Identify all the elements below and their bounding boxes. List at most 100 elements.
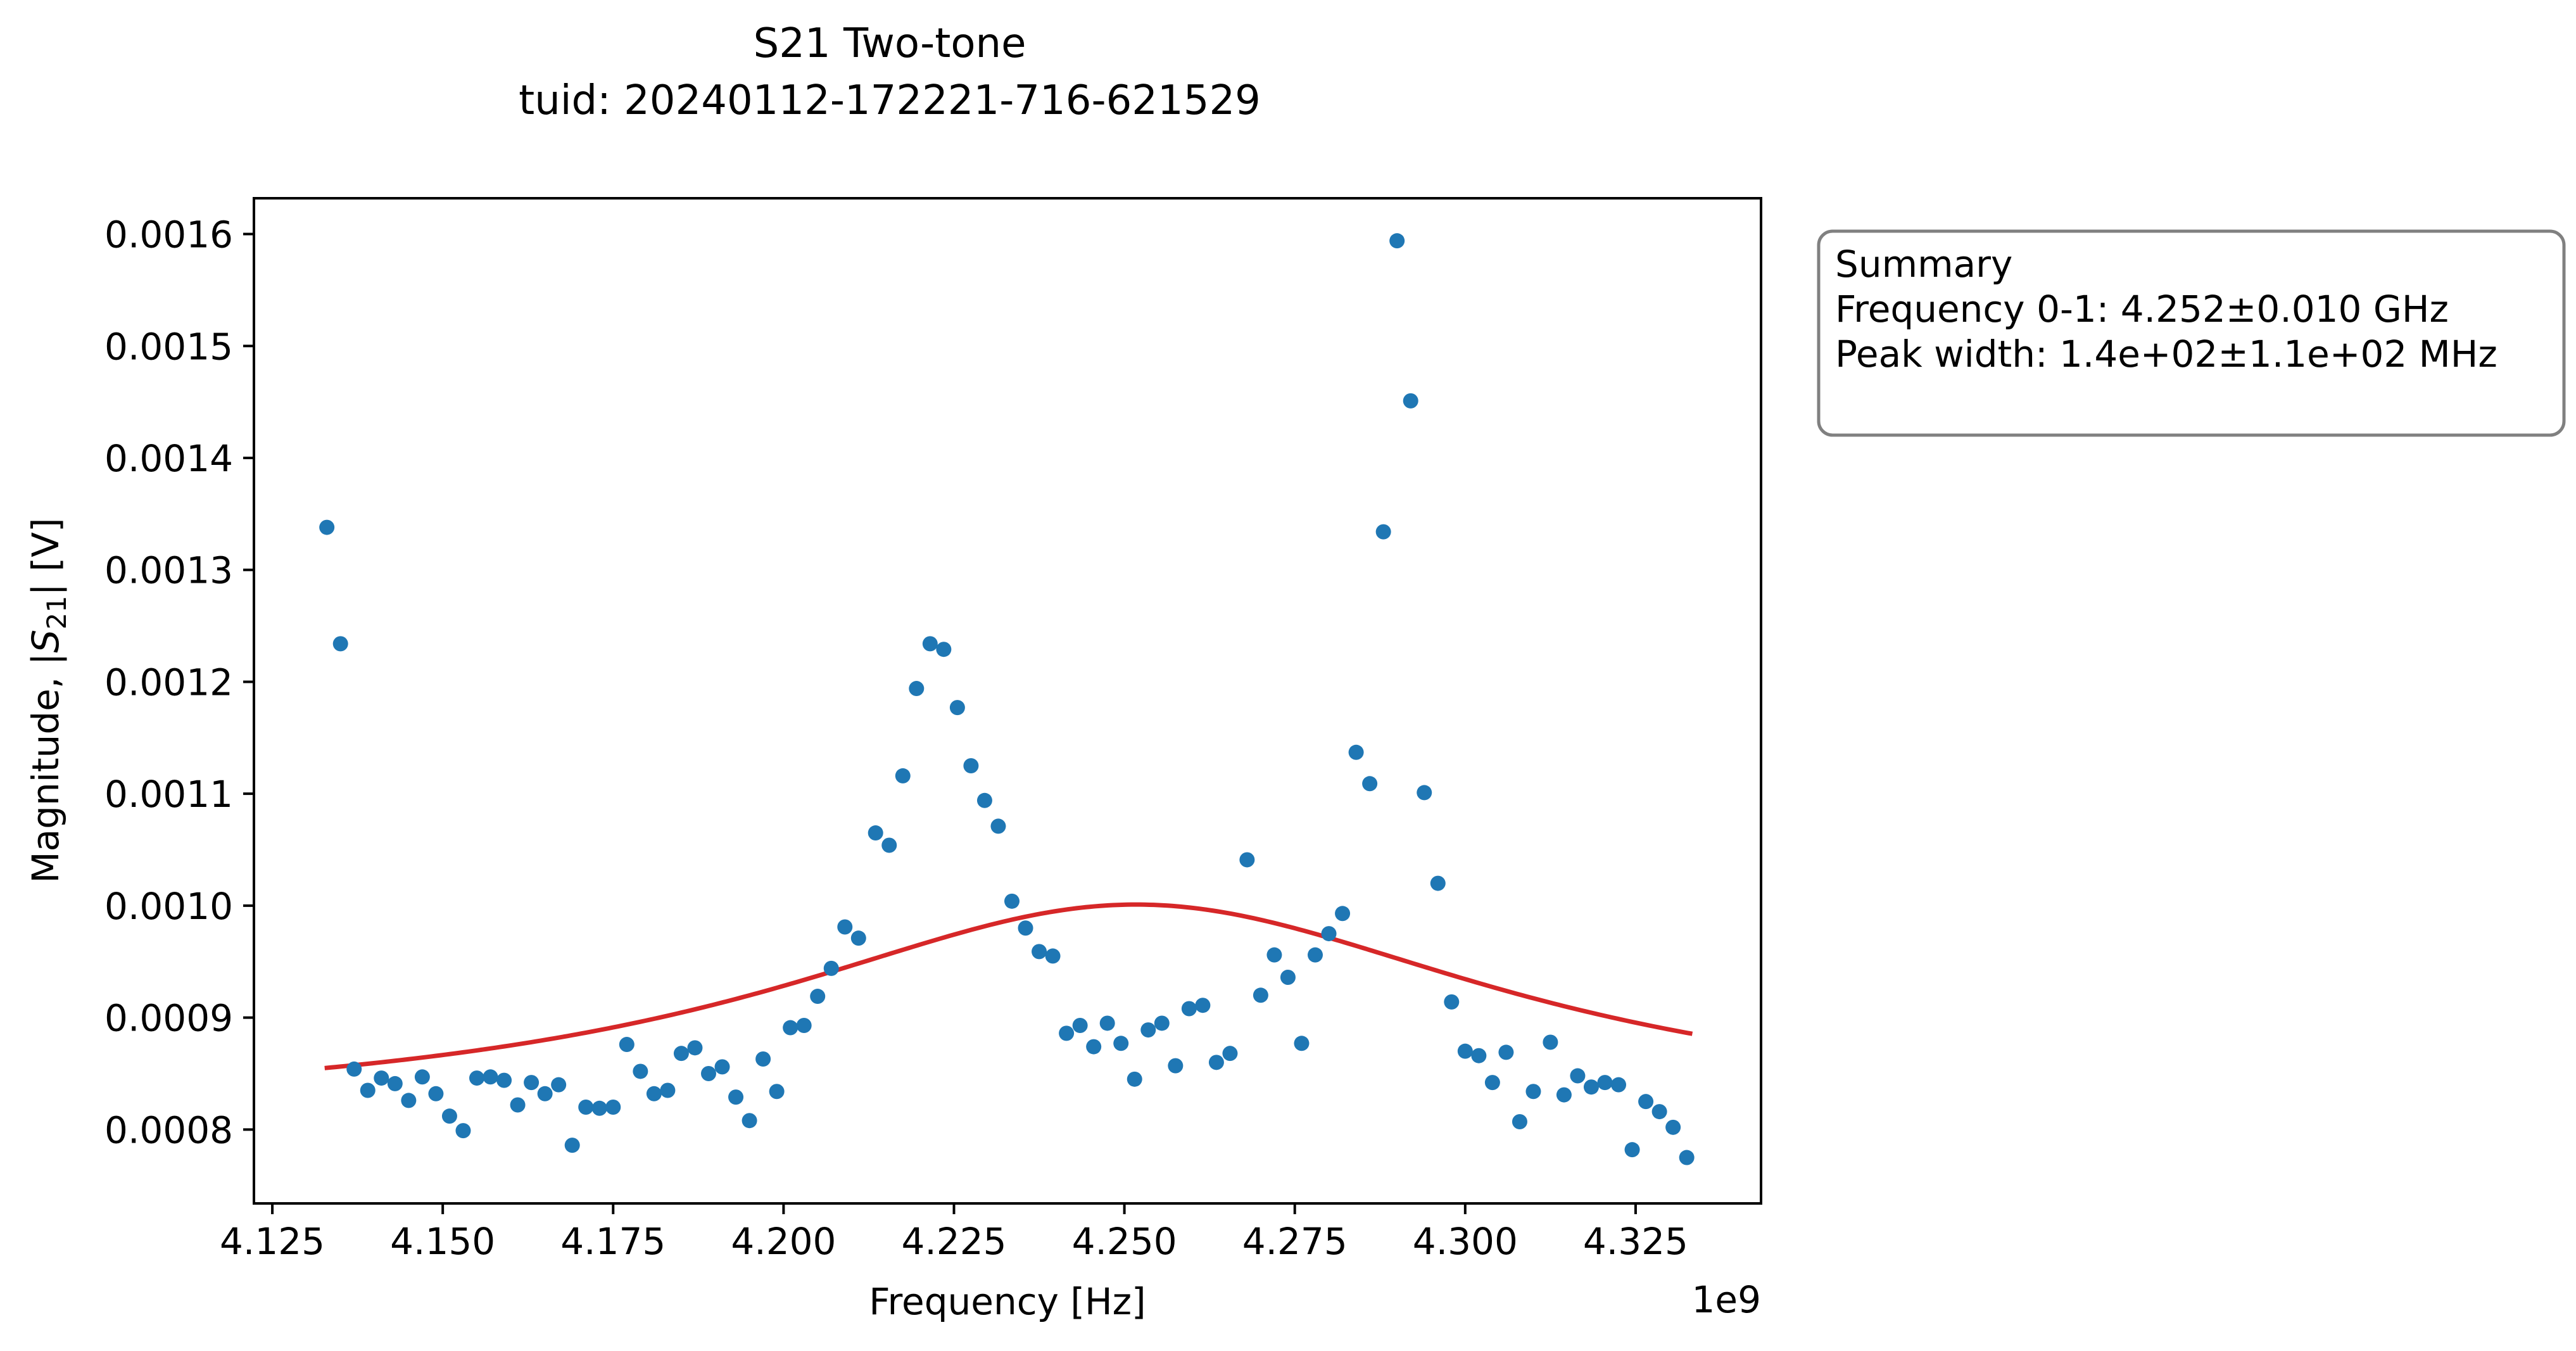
data-point: [1512, 1113, 1527, 1129]
y-axis-label-prefix: Magnitude, |: [24, 653, 67, 884]
data-point: [1389, 233, 1405, 249]
data-point: [783, 1020, 799, 1036]
data-point: [742, 1113, 757, 1129]
data-point: [1321, 926, 1337, 942]
x-tick-label: 4.175: [560, 1220, 666, 1263]
data-point: [1679, 1150, 1695, 1165]
data-point: [1222, 1046, 1238, 1062]
data-point: [1348, 744, 1364, 760]
y-axis: 0.0008 0.0009 0.0010 0.0011 0.0012 0.0013 0.00…: [104, 213, 254, 1151]
data-point: [1294, 1036, 1310, 1051]
y-tick-label: 0.0010: [104, 885, 233, 928]
axes-frame: [253, 197, 1762, 1205]
data-point: [990, 818, 1006, 834]
data-point: [441, 1108, 457, 1124]
summary-box-frame: [1817, 229, 2566, 437]
data-point: [551, 1077, 567, 1093]
y-axis-label-symbol: S: [24, 630, 67, 653]
data-point: [1444, 994, 1460, 1010]
data-point: [1498, 1044, 1514, 1060]
data-point: [1362, 776, 1378, 792]
summary-peak-width: Peak width: 1.4e+02±1.1e+02 MHz: [1835, 333, 2497, 376]
data-point: [564, 1138, 580, 1153]
summary-box: Summary Frequency 0-1: 4.252±0.010 GHz P…: [1817, 229, 2566, 437]
data-point: [1253, 987, 1268, 1003]
data-point: [1430, 875, 1446, 891]
data-point: [1624, 1142, 1640, 1158]
y-tick-label: 0.0012: [104, 661, 233, 704]
data-point: [1308, 947, 1323, 963]
y-tick-label: 0.0014: [104, 437, 233, 480]
data-point: [796, 1018, 812, 1034]
data-points: [319, 233, 1695, 1165]
data-point: [1208, 1055, 1224, 1070]
data-point: [510, 1097, 526, 1113]
data-point: [605, 1100, 621, 1115]
data-point: [401, 1093, 417, 1108]
data-point: [414, 1069, 430, 1085]
data-point: [1127, 1071, 1142, 1087]
data-point: [1168, 1058, 1184, 1074]
data-point: [1181, 1001, 1197, 1017]
data-point: [1556, 1087, 1572, 1103]
data-point: [428, 1086, 444, 1101]
fit-curve: [324, 902, 1693, 1070]
data-point: [1570, 1068, 1586, 1084]
data-point: [1113, 1036, 1129, 1051]
data-point: [1583, 1079, 1599, 1095]
chart-title-line-2: tuid: 20240112-172221-716-621529: [519, 77, 1261, 124]
data-point: [881, 837, 897, 853]
x-tick-label: 4.125: [220, 1220, 325, 1263]
data-point: [1665, 1119, 1681, 1135]
fit-layer: [324, 902, 1693, 1070]
x-tick-label: 4.325: [1583, 1220, 1688, 1263]
data-point: [1525, 1084, 1541, 1100]
data-point: [619, 1037, 635, 1053]
data-point: [1597, 1075, 1613, 1091]
x-tick-label: 4.300: [1413, 1220, 1518, 1263]
data-point: [949, 700, 965, 716]
data-point: [687, 1040, 703, 1056]
x-offset-label: 1e9: [1692, 1278, 1762, 1321]
data-point: [1154, 1015, 1170, 1031]
data-point: [469, 1070, 484, 1086]
data-point: [332, 636, 348, 652]
data-point: [646, 1086, 662, 1101]
data-point: [537, 1086, 553, 1101]
y-axis-label-suffix: | [V]: [24, 518, 67, 596]
data-point: [1045, 948, 1061, 964]
data-point: [1375, 524, 1391, 540]
data-point: [868, 825, 883, 841]
data-point: [1651, 1104, 1667, 1120]
data-point: [319, 519, 335, 535]
data-point: [1471, 1048, 1487, 1063]
x-axis-label: Frequency [Hz]: [869, 1280, 1146, 1323]
y-axis-label: Magnitude, |S21| [V]: [24, 518, 72, 884]
y-tick-label: 0.0009: [104, 997, 233, 1040]
data-point: [660, 1082, 676, 1098]
summary-frequency: Frequency 0-1: 4.252±0.010 GHz: [1835, 288, 2449, 331]
data-point: [1018, 920, 1033, 936]
x-axis: 4.125 4.150 4.175 4.200 4.225 4.250 4.275 4.300…: [220, 1203, 1688, 1263]
data-point: [1072, 1018, 1088, 1034]
data-point: [963, 758, 979, 774]
data-point: [578, 1100, 594, 1115]
data-point: [1457, 1043, 1473, 1059]
data-point: [360, 1082, 376, 1098]
data-point: [1059, 1025, 1075, 1041]
data-point: [673, 1046, 689, 1062]
summary-title: Summary: [1835, 243, 2012, 286]
data-point: [483, 1069, 498, 1085]
data-point: [1611, 1077, 1627, 1093]
data-point: [633, 1063, 648, 1079]
data-point: [823, 960, 839, 976]
y-tick-label: 0.0013: [104, 549, 233, 592]
data-point: [909, 681, 925, 697]
data-point: [591, 1100, 607, 1116]
data-point: [837, 919, 853, 935]
data-point: [374, 1070, 389, 1086]
data-point: [976, 792, 992, 808]
x-tick-label: 4.225: [901, 1220, 1006, 1263]
